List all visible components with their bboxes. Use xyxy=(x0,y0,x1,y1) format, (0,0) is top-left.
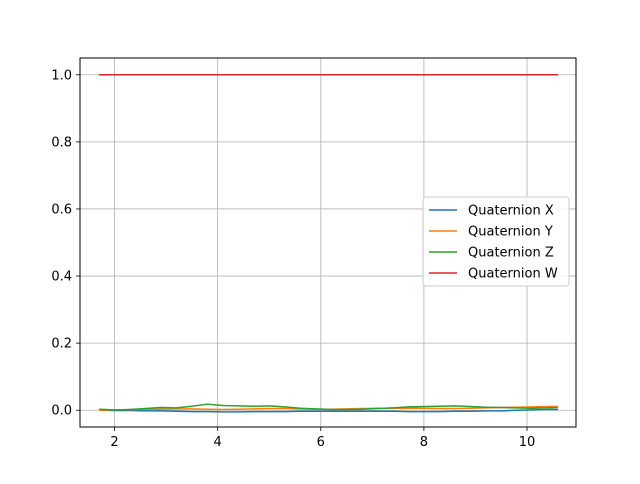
x-tick-label: 10 xyxy=(519,435,536,450)
legend-label-quaternion-y: Quaternion Y xyxy=(468,225,553,240)
y-tick-label: 0.6 xyxy=(51,202,72,217)
legend-box xyxy=(422,196,570,287)
legend-label-quaternion-z: Quaternion Z xyxy=(468,246,554,261)
y-tick-label: 0.0 xyxy=(51,404,72,419)
y-axis-ticks: 0.0 0.2 0.4 0.6 0.8 1.0 xyxy=(51,68,80,419)
x-axis-ticks: 2 4 6 8 10 xyxy=(110,427,535,450)
series-lines xyxy=(99,74,558,413)
x-tick-label: 8 xyxy=(420,435,428,450)
y-tick-label: 1.0 xyxy=(51,68,72,83)
y-tick-label: 0.4 xyxy=(51,270,72,285)
legend-label-quaternion-x: Quaternion X xyxy=(468,204,554,219)
legend: Quaternion X Quaternion Y Quaternion Z Quat… xyxy=(422,196,570,287)
plot-frame xyxy=(79,57,577,428)
legend-label-quaternion-w: Quaternion W xyxy=(468,267,558,282)
x-tick-label: 4 xyxy=(214,435,222,450)
x-tick-label: 6 xyxy=(317,435,325,450)
series-line-quaternion-z xyxy=(99,403,558,411)
x-tick-label: 2 xyxy=(110,435,118,450)
series-line-quaternion-x xyxy=(99,408,558,413)
y-tick-label: 0.8 xyxy=(51,135,72,150)
y-tick-label: 0.2 xyxy=(51,337,72,352)
